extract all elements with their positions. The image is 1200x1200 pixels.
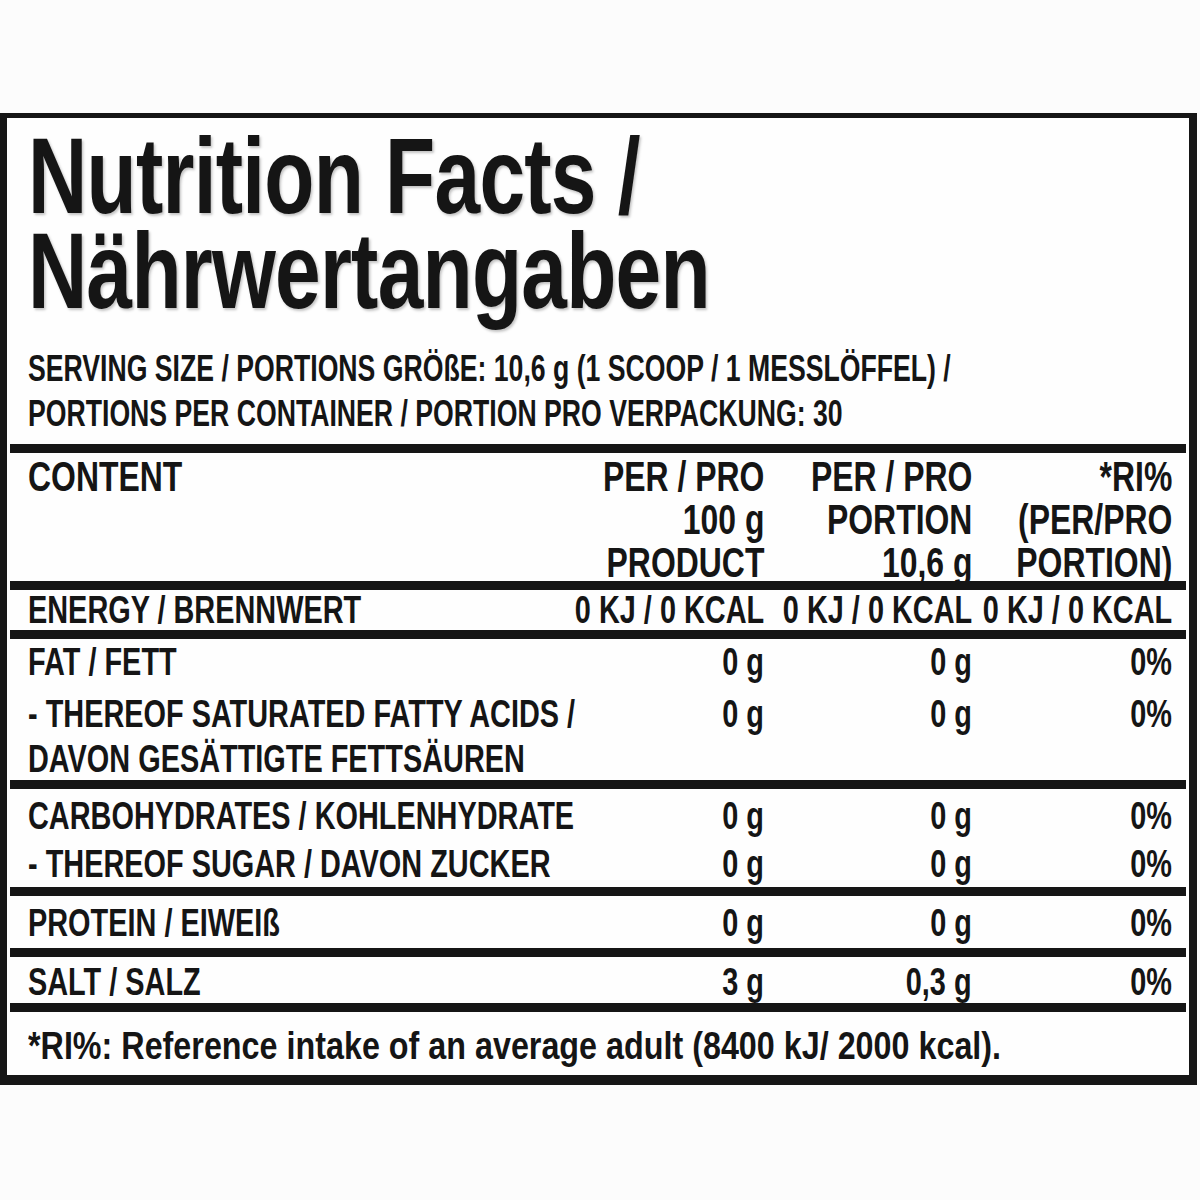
column-header-ri-percent: *RI% (PER/PRO PORTION) (1016, 455, 1172, 584)
value-per-portion: 0 KJ / 0 KCAL (783, 590, 972, 630)
serving-size-line: SERVING SIZE / PORTIONS GRÖßE: 10,6 g (1… (28, 346, 951, 391)
row-label: FAT / FETT (28, 640, 177, 684)
row-label: CARBOHYDRATES / KOHLENHYDRATE (28, 794, 574, 838)
value-per-portion: 0,3 g (906, 960, 972, 1004)
reference-intake-footnote: *RI%: Reference intake of an average adu… (7, 1012, 1189, 1066)
value-ri-percent: 0% (1130, 842, 1172, 886)
value-ri-percent: 0% (1130, 794, 1172, 838)
row-fat: FAT / FETT 0 g 0 g 0% (7, 639, 1189, 690)
value-per-100g: 0 g (722, 640, 764, 684)
row-protein: PROTEIN / EIWEIß 0 g 0 g 0% (7, 896, 1189, 948)
column-header-content: CONTENT (28, 455, 182, 498)
label-title: Nutrition Facts / Nährwertangaben (28, 128, 1189, 318)
column-header-per-100g: PER / PRO 100 g PRODUCT (603, 455, 764, 584)
row-label: - THEREOF SUGAR / DAVON ZUCKER (28, 842, 551, 886)
divider (10, 948, 1186, 957)
row-sugar: - THEREOF SUGAR / DAVON ZUCKER 0 g 0 g 0… (7, 842, 1189, 887)
value-per-100g: 0 g (722, 901, 764, 945)
row-label: - THEREOF SATURATED FATTY ACIDS / (28, 692, 575, 737)
value-ri-percent: 0% (1130, 960, 1172, 1004)
row-saturated-fat: - THEREOF SATURATED FATTY ACIDS / 0 g 0 … (7, 690, 1189, 780)
divider (10, 887, 1186, 896)
value-per-portion: 0 g (930, 692, 972, 737)
table-header: CONTENT PER / PRO 100 g PRODUCT PER / PR… (7, 453, 1189, 581)
value-ri-percent: 0% (1130, 640, 1172, 684)
value-per-100g: 0 KJ / 0 KCAL (575, 590, 764, 630)
row-label: ENERGY / BRENNWERT (28, 590, 361, 630)
serving-info: SERVING SIZE / PORTIONS GRÖßE: 10,6 g (1… (28, 346, 1189, 436)
value-per-100g: 0 g (722, 692, 764, 737)
value-ri-percent: 0% (1130, 901, 1172, 945)
divider (10, 1003, 1186, 1012)
value-ri-percent: 0% (1130, 692, 1172, 737)
value-per-portion: 0 g (930, 640, 972, 684)
portions-per-container-line: PORTIONS PER CONTAINER / PORTION PRO VER… (28, 391, 843, 436)
divider (10, 444, 1186, 453)
nutrition-label-box: Nutrition Facts / Nährwertangaben SERVIN… (0, 113, 1197, 1085)
nutrition-label-image: Nutrition Facts / Nährwertangaben SERVIN… (0, 0, 1200, 1200)
value-per-100g: 0 g (722, 794, 764, 838)
value-per-portion: 0 g (930, 842, 972, 886)
value-per-100g: 3 g (722, 960, 764, 1004)
column-header-per-portion: PER / PRO PORTION 10,6 g (811, 455, 972, 584)
title-line-1: Nutrition Facts / (28, 128, 640, 223)
divider (10, 630, 1186, 639)
value-per-100g: 0 g (722, 842, 764, 886)
row-salt: SALT / SALZ 3 g 0,3 g 0% (7, 957, 1189, 1003)
row-energy: ENERGY / BRENNWERT 0 KJ / 0 KCAL 0 KJ / … (7, 590, 1189, 630)
row-label: PROTEIN / EIWEIß (28, 901, 280, 945)
row-carbohydrates: CARBOHYDRATES / KOHLENHYDRATE 0 g 0 g 0% (7, 789, 1189, 842)
row-label-line-2: DAVON GESÄTTIGTE FETTSÄUREN (28, 737, 525, 782)
value-per-portion: 0 g (930, 901, 972, 945)
value-per-portion: 0 g (930, 794, 972, 838)
value-ri-percent: 0 KJ / 0 KCAL (983, 590, 1172, 630)
title-line-2: Nährwertangaben (28, 223, 710, 318)
row-label: SALT / SALZ (28, 960, 201, 1004)
